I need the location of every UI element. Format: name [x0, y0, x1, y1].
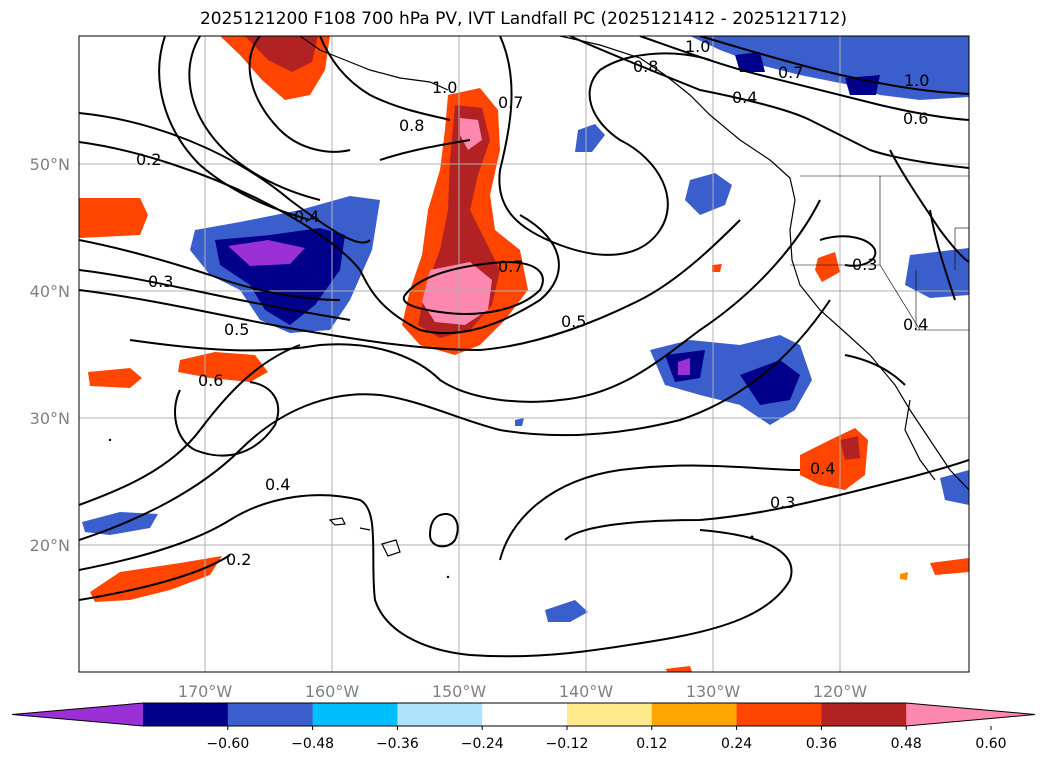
negative-anomaly-core [740, 360, 800, 405]
negative-anomaly [575, 124, 605, 152]
lat-label-50n: 50°N [30, 155, 70, 174]
contour-label: 1.0 [432, 78, 457, 97]
colorbar-tick-label: 0.48 [891, 736, 922, 752]
positive-anomaly [88, 368, 142, 388]
colorbar-segment [482, 703, 568, 726]
longitude-labels: 170°W 160°W 150°W 140°W 130°W 120°W [178, 682, 868, 701]
contour-label: 0.4 [732, 88, 757, 107]
coastlines [299, 36, 969, 557]
negative-anomaly [515, 418, 524, 426]
lon-label-130w: 130°W [686, 682, 741, 701]
contour-label: 1.0 [904, 71, 929, 90]
colorbar-tick-label: −0.60 [206, 736, 249, 752]
positive-anomaly-peak [422, 262, 492, 325]
positive-anomaly [712, 264, 722, 272]
colorbar-tick-label: −0.24 [461, 736, 504, 752]
contour-label: 0.4 [903, 315, 928, 334]
latitude-labels: 50°N 40°N 30°N 20°N [30, 155, 70, 555]
contour-label: 0.4 [265, 475, 290, 494]
colorbar-segment [312, 703, 398, 726]
colorbar: −0.60 −0.48 −0.36 −0.24 −0.12 0.12 0.24 0.36 0.4… [11, 702, 1036, 752]
colorbar-extend-max [906, 703, 1035, 726]
contour-labels: 0.2 0.4 0.3 0.5 0.6 0.4 0.2 1.0 0.8 0.7 … [136, 37, 929, 569]
contour-label: 0.4 [810, 459, 835, 478]
negative-anomaly-core [845, 75, 880, 95]
colorbar-segment [736, 703, 822, 726]
colorbar-segment [143, 703, 229, 726]
colorbar-extend-min [12, 703, 143, 726]
contour-label: 0.3 [148, 272, 173, 291]
contour-label: 0.5 [561, 312, 586, 331]
lon-label-160w: 160°W [305, 682, 360, 701]
gridlines [79, 36, 969, 672]
positive-anomaly [79, 198, 148, 238]
colorbar-segment [651, 703, 738, 726]
borders [790, 175, 969, 331]
colorbar-tick-label: 0.36 [806, 736, 837, 752]
lon-label-150w: 150°W [432, 682, 487, 701]
lat-label-40n: 40°N [30, 282, 70, 301]
negative-anomaly-peak [228, 240, 305, 266]
contour-label: 0.7 [778, 63, 803, 82]
colorbar-tick-label: 0.60 [975, 736, 1006, 752]
colorbar-segment [227, 703, 314, 726]
contour-label: 0.5 [224, 320, 249, 339]
negative-anomaly [940, 470, 969, 505]
contour-label: 0.4 [294, 207, 319, 226]
lat-label-20n: 20°N [30, 536, 70, 555]
colorbar-segment [397, 703, 483, 726]
lon-label-120w: 120°W [813, 682, 868, 701]
positive-anomaly [178, 352, 268, 382]
positive-anomaly [930, 558, 969, 575]
negative-anomaly-core [735, 52, 765, 72]
negative-anomaly [905, 248, 969, 298]
colorbar-segment [567, 703, 653, 726]
contour-label: 0.7 [498, 257, 523, 276]
islands [108, 438, 754, 579]
negative-anomaly [685, 173, 732, 215]
colorbar-tick-label: −0.36 [376, 736, 419, 752]
colorbar-tick-label: 0.12 [636, 736, 667, 752]
colorbar-tick-label: −0.48 [291, 736, 334, 752]
contour-label: 0.2 [136, 150, 161, 169]
contour-label: 0.7 [498, 93, 523, 112]
positive-anomaly [900, 572, 908, 580]
contour-label: 0.6 [198, 371, 223, 390]
negative-anomaly [545, 600, 588, 622]
contour-label: 0.2 [226, 550, 251, 569]
colorbar-segment [821, 703, 907, 726]
pv-contours [79, 36, 969, 658]
positive-anomaly [90, 556, 222, 602]
colorbar-tick-label: −0.12 [546, 736, 589, 752]
contour-label: 0.6 [903, 109, 928, 128]
positive-anomaly [665, 666, 692, 672]
positive-anomaly-core [245, 36, 318, 72]
negative-anomaly-peak [678, 358, 690, 375]
contour-label: 1.0 [685, 37, 710, 56]
negative-anomaly [690, 36, 969, 100]
colorbar-tick-label: 0.24 [721, 736, 752, 752]
positive-anomaly-core [840, 436, 860, 460]
contour-label: 0.3 [770, 493, 795, 512]
contour-label: 0.8 [633, 57, 658, 76]
lat-label-30n: 30°N [30, 409, 70, 428]
contour-label: 0.3 [852, 255, 877, 274]
map-frame [78, 35, 970, 673]
colorbar-outline [11, 702, 1036, 727]
map-title: 2025121200 F108 700 hPa PV, IVT Landfall… [199, 9, 847, 29]
lon-label-170w: 170°W [178, 682, 233, 701]
contour-label: 0.8 [399, 116, 424, 135]
lon-label-140w: 140°W [559, 682, 614, 701]
positive-anomaly-peak [460, 118, 482, 150]
positive-anomaly [815, 252, 840, 282]
